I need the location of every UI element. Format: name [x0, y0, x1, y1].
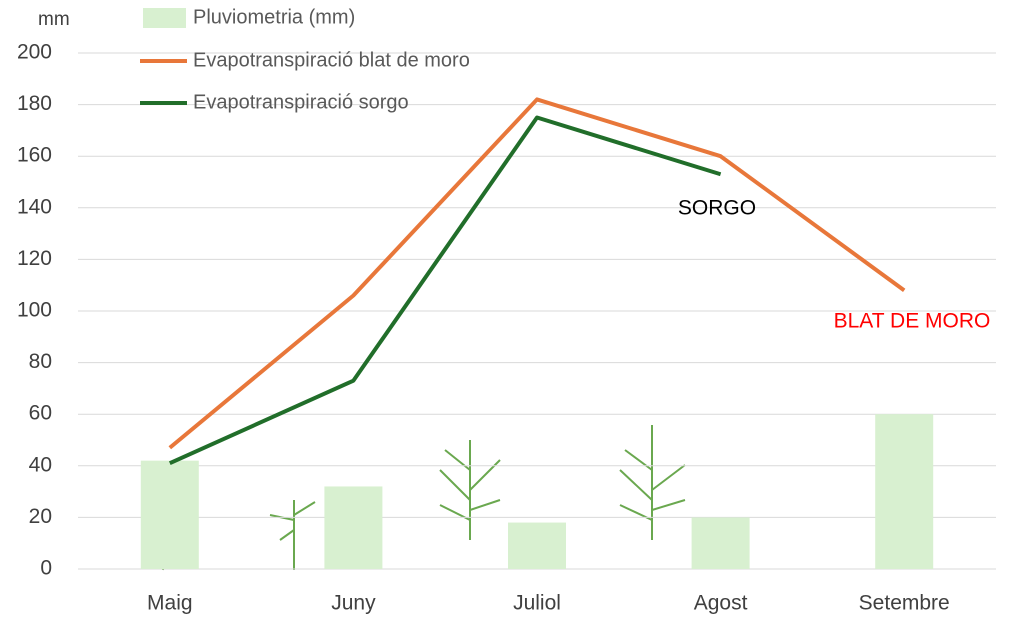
bar [691, 517, 750, 569]
y-axis-label: mm [38, 9, 70, 30]
y-tick-label: 160 [17, 144, 52, 167]
y-tick-label: 40 [29, 453, 52, 476]
y-tick-label: 140 [17, 195, 52, 218]
y-tick-label: 80 [29, 350, 52, 373]
plant-icons [158, 425, 686, 571]
y-tick-label: 200 [17, 41, 52, 64]
x-tick-label: Maig [147, 592, 193, 615]
x-tick-label: Agost [694, 592, 748, 615]
y-tick-label: 120 [17, 247, 52, 270]
bar [324, 486, 383, 569]
legend-label: Evapotranspiració sorgo [193, 91, 409, 113]
annotation: SORGO [678, 197, 756, 220]
y-tick-label: 20 [29, 505, 52, 528]
line [168, 115, 722, 466]
annotation: BLAT DE MORO [834, 310, 991, 333]
y-tick-label: 60 [29, 402, 52, 425]
x-tick-label: Setembre [859, 592, 950, 615]
legend-label: Pluviometria (mm) [193, 6, 355, 28]
bar [875, 414, 934, 569]
y-tick-label: 0 [40, 557, 52, 580]
bar [140, 460, 199, 569]
y-tick-label: 100 [17, 299, 52, 322]
legend-swatch [143, 8, 186, 28]
bar [508, 522, 566, 569]
y-tick-label: 180 [17, 92, 52, 115]
x-tick-label: Juliol [513, 592, 561, 615]
legend-label: Evapotranspiració blat de moro [193, 49, 470, 71]
line [168, 97, 906, 450]
x-tick-label: Juny [331, 592, 376, 615]
